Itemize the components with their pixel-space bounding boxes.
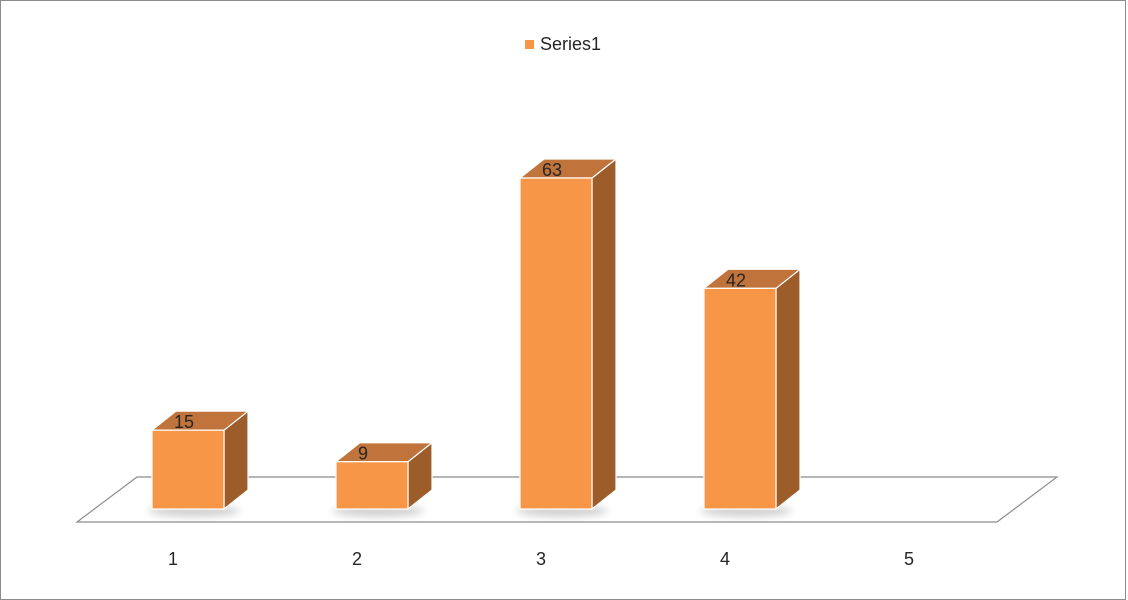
x-tick-label: 4 bbox=[720, 549, 730, 569]
bar-front-face bbox=[151, 429, 225, 510]
bar-side-face bbox=[591, 157, 617, 511]
x-tick-label: 3 bbox=[536, 549, 546, 569]
bar-side-face bbox=[775, 268, 801, 511]
data-label: 9 bbox=[358, 444, 368, 464]
bar-front-face bbox=[519, 177, 593, 510]
bars-layer bbox=[148, 157, 802, 517]
data-label: 63 bbox=[542, 160, 562, 180]
x-tick-label: 2 bbox=[352, 549, 362, 569]
bar bbox=[516, 157, 618, 517]
legend-swatch-icon bbox=[525, 40, 534, 49]
bar bbox=[700, 268, 802, 517]
bar-front-face bbox=[703, 287, 777, 510]
bar-front-face bbox=[335, 461, 409, 510]
data-label: 15 bbox=[174, 412, 194, 432]
x-tick-label: 1 bbox=[168, 549, 178, 569]
chart-legend: Series1 bbox=[525, 34, 601, 55]
bar bbox=[148, 409, 250, 517]
data-label: 42 bbox=[726, 270, 746, 290]
legend-label: Series1 bbox=[540, 34, 602, 54]
x-tick-label: 5 bbox=[904, 549, 914, 569]
bar bbox=[332, 441, 434, 517]
